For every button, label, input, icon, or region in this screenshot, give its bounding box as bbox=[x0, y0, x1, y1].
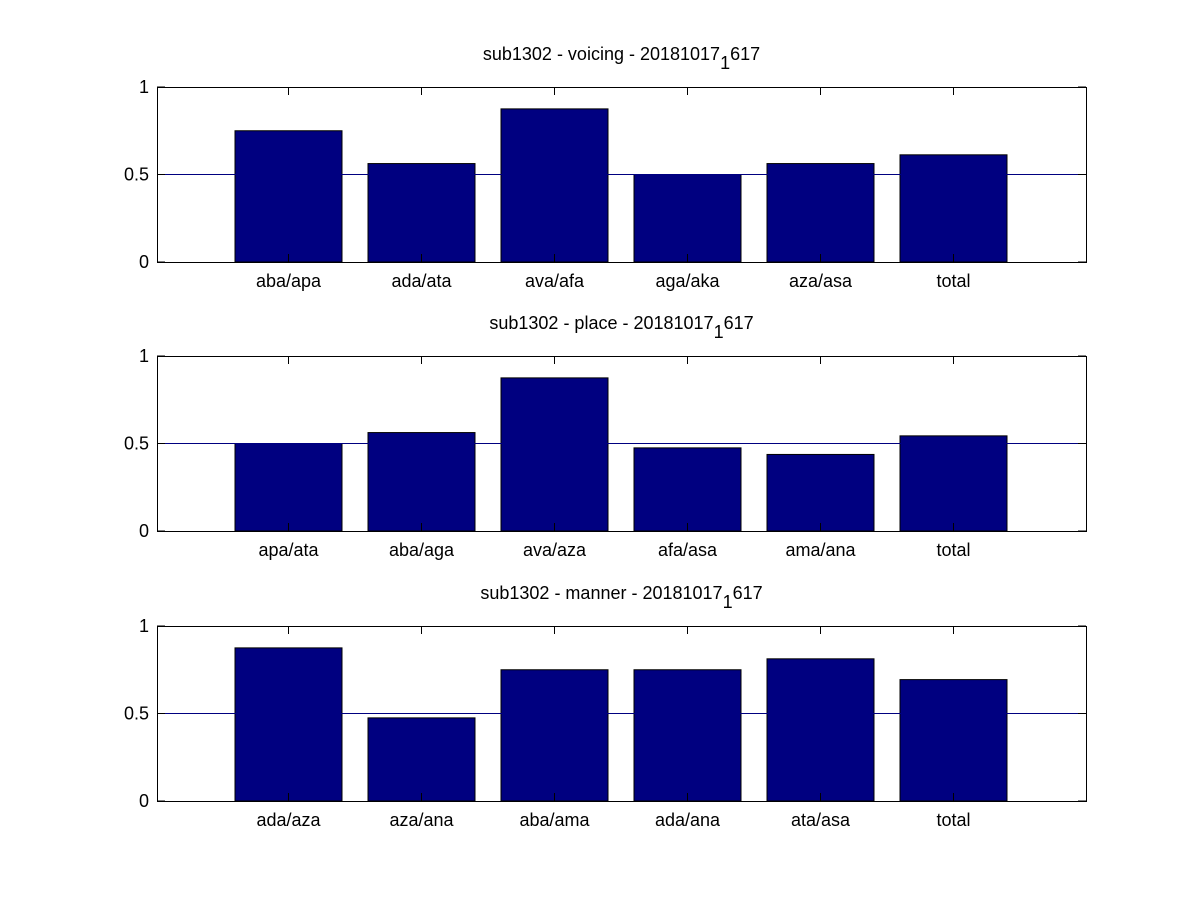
y-tick-label: 1 bbox=[139, 616, 149, 636]
y-tick-label: 1 bbox=[139, 346, 149, 366]
y-tick-label: 0.5 bbox=[124, 165, 149, 185]
chart-title-main: sub1302 - voicing - 20181017 bbox=[483, 44, 720, 64]
subplot-1: sub1302 - voicing - 20181017161700.51aba… bbox=[124, 44, 1087, 291]
x-tick-label: ada/ana bbox=[655, 810, 721, 830]
chart-title-main: sub1302 - manner - 20181017 bbox=[480, 583, 722, 603]
x-tick-label: aba/aga bbox=[389, 540, 455, 560]
bar-ava-aza bbox=[500, 377, 609, 532]
y-tick-label: 0 bbox=[139, 252, 149, 272]
chart-title: sub1302 - place - 201810171617 bbox=[489, 313, 753, 342]
x-tick-label: aza/asa bbox=[789, 271, 853, 291]
x-tick-label: afa/asa bbox=[658, 540, 718, 560]
bar-ada-ata bbox=[367, 163, 476, 263]
bar-aba-aga bbox=[367, 432, 476, 532]
y-tick-label: 0 bbox=[139, 521, 149, 541]
x-tick-label: ava/aza bbox=[523, 540, 587, 560]
chart-title-subscript: 1 bbox=[714, 322, 724, 342]
bar-total bbox=[899, 679, 1008, 802]
chart-title-tail: 617 bbox=[730, 44, 760, 64]
x-tick-label: total bbox=[936, 540, 970, 560]
bar-aga-aka bbox=[633, 174, 742, 263]
bar-afa-asa bbox=[633, 447, 742, 532]
y-tick-label: 0.5 bbox=[124, 704, 149, 724]
x-tick-label: aza/ana bbox=[389, 810, 454, 830]
x-tick-label: aba/apa bbox=[256, 271, 322, 291]
bar-total bbox=[899, 154, 1008, 263]
x-tick-label: total bbox=[936, 810, 970, 830]
bar-ata-asa bbox=[766, 658, 875, 802]
bar-ada-ana bbox=[633, 669, 742, 802]
subplot-2: sub1302 - place - 20181017161700.51apa/a… bbox=[124, 313, 1087, 560]
bar-apa-ata bbox=[234, 443, 343, 532]
bar-aba-ama bbox=[500, 669, 609, 802]
x-tick-label: apa/ata bbox=[258, 540, 319, 560]
chart-title: sub1302 - voicing - 201810171617 bbox=[483, 44, 760, 73]
x-tick-label: total bbox=[936, 271, 970, 291]
bar-aza-asa bbox=[766, 163, 875, 263]
y-tick-label: 1 bbox=[139, 77, 149, 97]
chart-title-subscript: 1 bbox=[720, 53, 730, 73]
subplot-3: sub1302 - manner - 20181017161700.51ada/… bbox=[124, 583, 1087, 830]
x-tick-label: aba/ama bbox=[519, 810, 590, 830]
bar-aza-ana bbox=[367, 717, 476, 802]
bar-ava-afa bbox=[500, 108, 609, 263]
bar-aba-apa bbox=[234, 130, 343, 263]
chart-title-main: sub1302 - place - 20181017 bbox=[489, 313, 713, 333]
y-tick-label: 0.5 bbox=[124, 434, 149, 454]
x-tick-label: ata/asa bbox=[791, 810, 851, 830]
x-tick-label: aga/aka bbox=[655, 271, 720, 291]
bar-total bbox=[899, 435, 1008, 532]
bar-ama-ana bbox=[766, 453, 875, 532]
chart-title-tail: 617 bbox=[733, 583, 763, 603]
x-tick-label: ama/ana bbox=[785, 540, 856, 560]
bar-ada-aza bbox=[234, 647, 343, 802]
x-tick-label: ava/afa bbox=[525, 271, 585, 291]
chart-title-subscript: 1 bbox=[723, 592, 733, 612]
x-tick-label: ada/aza bbox=[256, 810, 321, 830]
y-tick-label: 0 bbox=[139, 791, 149, 811]
x-tick-label: ada/ata bbox=[391, 271, 452, 291]
chart-title-tail: 617 bbox=[724, 313, 754, 333]
chart-title: sub1302 - manner - 201810171617 bbox=[480, 583, 762, 612]
